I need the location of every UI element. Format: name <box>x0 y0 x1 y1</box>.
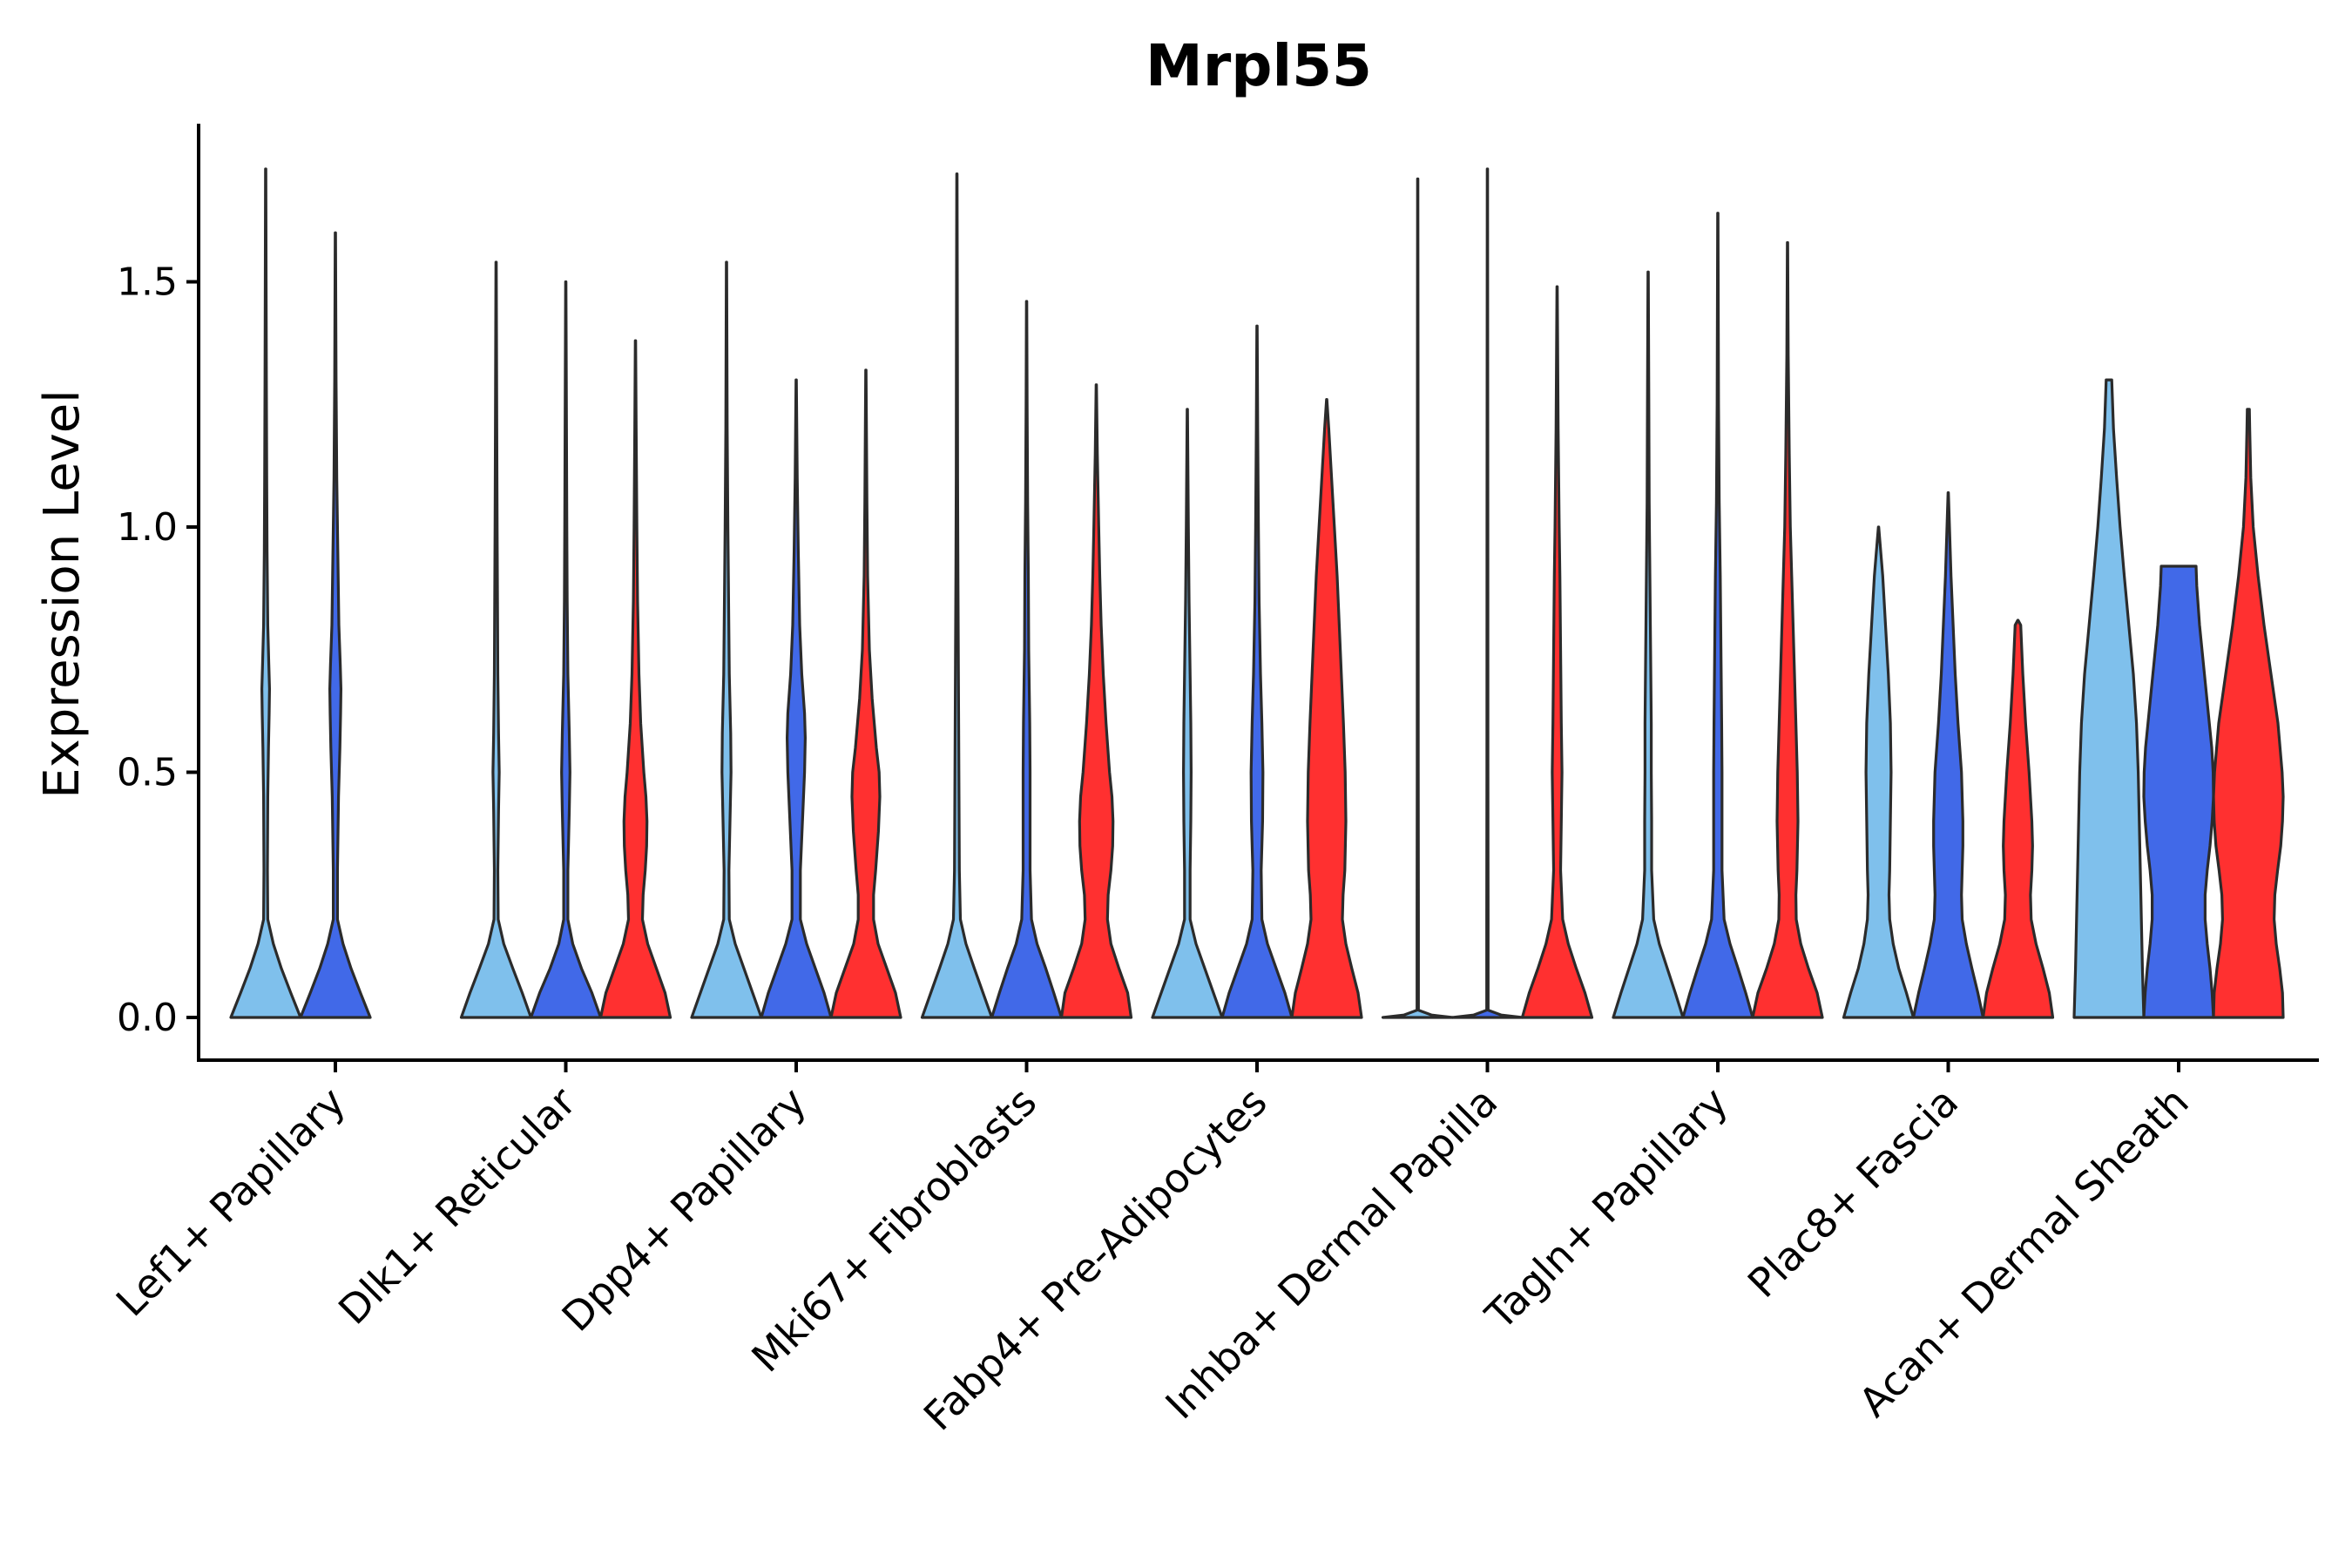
violin-shape <box>1751 240 1824 1019</box>
y-tick-label: 1.5 <box>117 260 178 305</box>
violin-shape <box>2212 408 2285 1019</box>
x-category-label: Plac8+ Fascia <box>1739 1078 1967 1307</box>
y-tick-label: 0.5 <box>117 751 178 795</box>
violin-shape <box>459 260 533 1019</box>
violin-shape <box>299 231 372 1019</box>
violin-shape <box>1681 212 1754 1019</box>
violin-shape <box>990 300 1064 1019</box>
violin-shape <box>2142 564 2215 1019</box>
violin-shape <box>829 368 902 1019</box>
violin-shape <box>1151 408 1224 1019</box>
violin-shape <box>529 280 603 1019</box>
violin-shape <box>598 339 672 1019</box>
violin-shape <box>920 172 994 1019</box>
violin-shape <box>1290 398 1363 1019</box>
x-category-label: Dlk1+ Reticular <box>329 1078 585 1334</box>
violin-shape <box>1612 270 1685 1019</box>
y-tick-label: 0.0 <box>117 996 178 1040</box>
violin-shape <box>229 167 302 1019</box>
violins-layer <box>229 167 2285 1019</box>
violin-shape <box>2072 378 2146 1019</box>
x-category-label: Dpp4+ Papillary <box>553 1078 815 1341</box>
violin-shape <box>1059 383 1133 1019</box>
violin-shape <box>1981 618 2055 1019</box>
violin-shape <box>690 260 763 1019</box>
violin-shape <box>1450 167 1524 1019</box>
violin-shape <box>1220 324 1294 1019</box>
x-category-label: Tagln+ Papillary <box>1476 1078 1737 1340</box>
violin-shape <box>1520 285 1594 1019</box>
violin-shape <box>1911 491 1985 1019</box>
violin-shape <box>1842 525 1916 1019</box>
y-tick-label: 1.0 <box>117 505 178 550</box>
chart-title: Mrpl55 <box>1146 32 1372 99</box>
x-category-label: Lef1+ Papillary <box>107 1078 355 1326</box>
violin-shape <box>1381 177 1455 1019</box>
y-ticks-layer: 0.0 0.5 1.0 1.5 <box>117 260 199 1040</box>
violin-shape <box>760 378 833 1019</box>
y-axis-label: Expression Level <box>34 389 91 799</box>
